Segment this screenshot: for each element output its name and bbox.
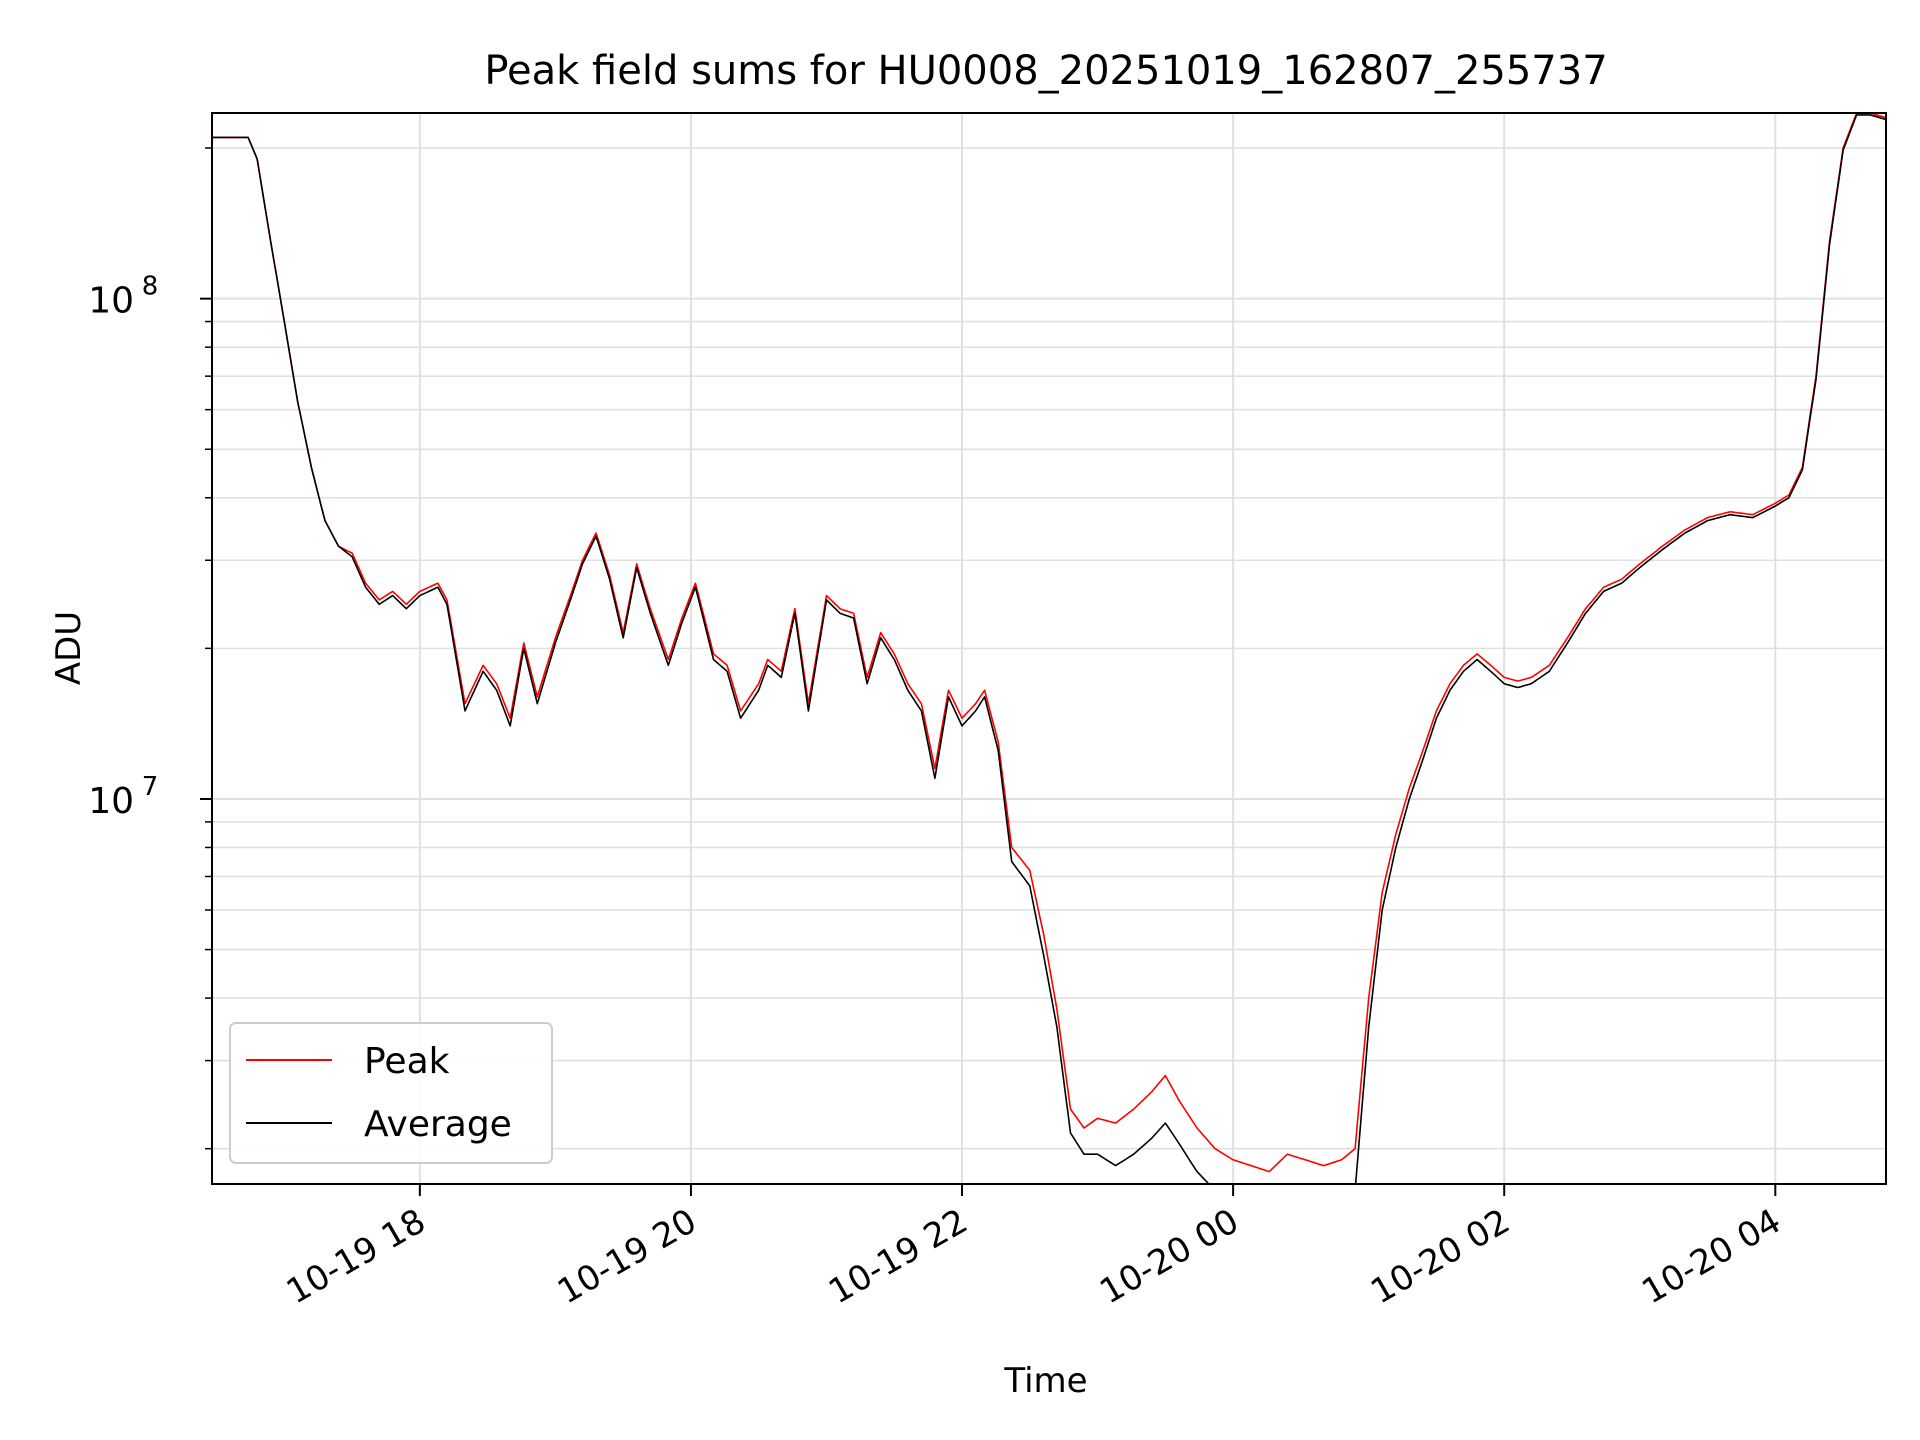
y-tick-label: 10 — [88, 781, 134, 822]
y-tick-label-exponent: 7 — [142, 772, 159, 802]
y-tick-label: 10 — [88, 281, 134, 322]
legend-box — [229, 1022, 553, 1164]
series-line-average — [212, 114, 1886, 1184]
y-tick-label-exponent: 8 — [142, 272, 159, 302]
chart-title: Peak field sums for HU0008_20251019_1628… — [484, 48, 1607, 94]
x-axis-label: Time — [1003, 1361, 1087, 1401]
y-axis-label: ADU — [49, 611, 89, 685]
legend: Peak Average — [229, 1022, 553, 1164]
y-tick-label-base: 10 — [88, 281, 134, 322]
series-line-peak — [212, 113, 1886, 1173]
legend-label-average: Average — [364, 1104, 512, 1145]
grid-lines — [212, 113, 1886, 1184]
legend-label-peak: Peak — [364, 1041, 450, 1082]
y-tick-label-base: 10 — [88, 781, 134, 822]
series-layer — [212, 113, 1886, 1184]
